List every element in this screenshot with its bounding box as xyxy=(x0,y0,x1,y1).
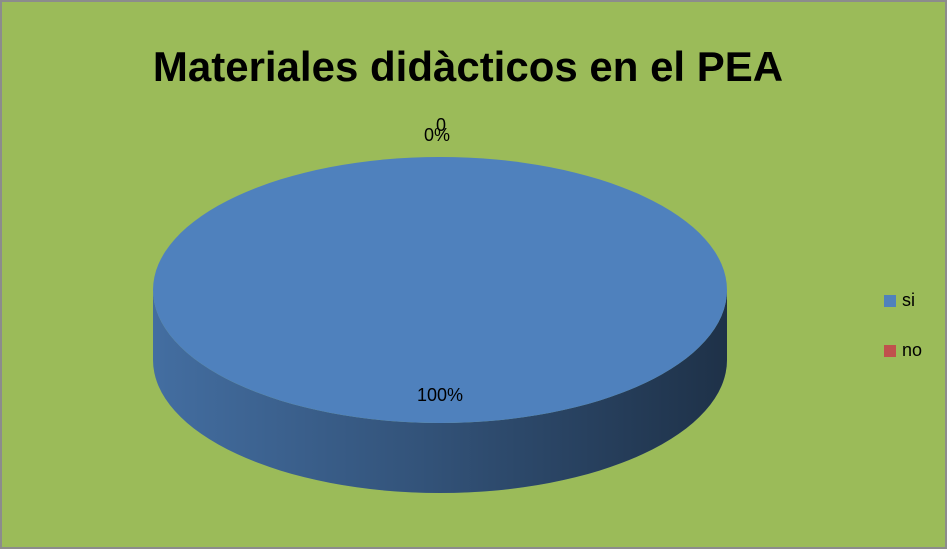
data-label: 0% xyxy=(424,125,450,145)
annotation: 0 xyxy=(436,115,446,135)
pie-slice xyxy=(153,157,727,423)
legend-label: no xyxy=(902,340,922,360)
pie-side-shade xyxy=(153,290,727,493)
legend-swatch xyxy=(884,345,896,357)
legend-label: si xyxy=(902,290,915,310)
chart-title: Materiales didàcticos en el PEA xyxy=(153,43,783,90)
data-label: 100% xyxy=(417,385,463,405)
pie: 100% 0%0 xyxy=(153,115,727,493)
legend-swatch xyxy=(884,295,896,307)
